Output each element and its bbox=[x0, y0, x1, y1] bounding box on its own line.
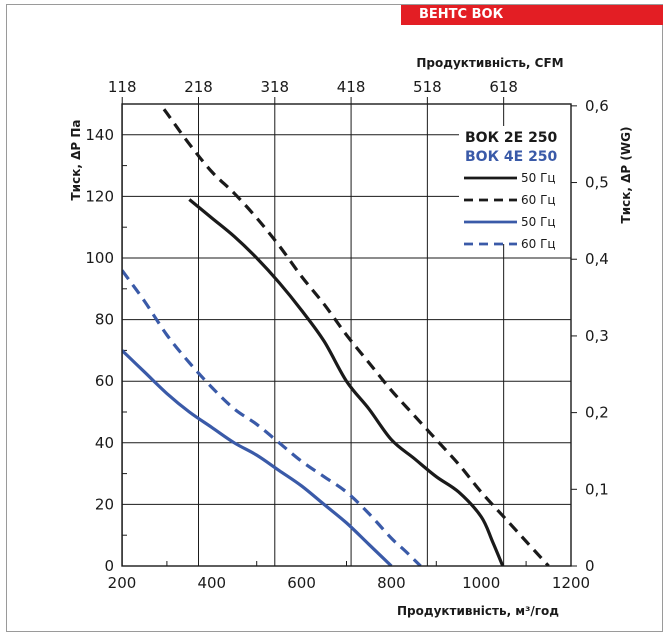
y-tick-label: 0 bbox=[104, 557, 114, 575]
y2-tick-label: 0,6 bbox=[585, 97, 609, 115]
y2-tick-label: 0,5 bbox=[585, 174, 609, 192]
y2-tick-label: 0,2 bbox=[585, 404, 609, 422]
y-tick-label: 100 bbox=[85, 249, 114, 267]
legend-background bbox=[459, 126, 571, 244]
legend-entry: 60 Гц bbox=[521, 193, 556, 207]
plot-border bbox=[121, 103, 572, 567]
x2-tick-label: 118 bbox=[108, 78, 137, 96]
y-tick-label: 120 bbox=[85, 187, 114, 205]
series-line-3 bbox=[122, 349, 393, 566]
legend-title: ВОК 2Е 250 bbox=[465, 130, 558, 146]
y-tick-label: 80 bbox=[95, 311, 114, 329]
x-tick-label: 200 bbox=[108, 574, 137, 592]
y-tick-label: 40 bbox=[95, 434, 114, 452]
y2-axis-label: Тиск, ΔР (WG) bbox=[619, 127, 633, 224]
x2-tick-label: 318 bbox=[260, 78, 289, 96]
y-tick-label: 20 bbox=[95, 495, 114, 513]
y2-tick-label: 0,1 bbox=[585, 480, 609, 498]
x-axis-label: Продуктивність, м³/год bbox=[397, 604, 559, 618]
brand-banner: ВЕНТС ВОК bbox=[401, 5, 663, 25]
y-tick-label: 60 bbox=[95, 372, 114, 390]
series-group bbox=[122, 104, 550, 566]
series-line-2 bbox=[158, 104, 550, 566]
x-tick-label: 1200 bbox=[552, 574, 590, 592]
x-tick-label: 800 bbox=[377, 574, 406, 592]
y2-tick-label: 0,4 bbox=[585, 250, 609, 268]
series-line-4 bbox=[122, 269, 422, 566]
x2-tick-label: 518 bbox=[413, 78, 442, 96]
x-tick-label: 400 bbox=[197, 574, 226, 592]
series-line-1 bbox=[188, 198, 505, 566]
legend-entry: 50 Гц bbox=[521, 171, 556, 185]
chart-frame bbox=[6, 4, 663, 632]
y2-tick-label: 0,3 bbox=[585, 327, 609, 345]
legend: ВОК 2Е 250 ВОК 4Е 250 50 Гц 60 Гц 50 Гц 60 Гц bbox=[464, 130, 558, 251]
tick-labels: 0 20 40 60 80 100 120 140 118 218 318 418 518 618 200 4… bbox=[85, 78, 609, 592]
y-axis-label: Тиск, ΔР Па bbox=[69, 120, 83, 201]
y2-tick-label: 0 bbox=[585, 557, 595, 575]
x2-tick-label: 618 bbox=[489, 78, 518, 96]
x-tick-label: 1000 bbox=[462, 574, 500, 592]
x-tick-label: 600 bbox=[287, 574, 316, 592]
legend-entry: 50 Гц bbox=[521, 215, 556, 229]
x2-axis-label: Продуктивність, CFM bbox=[416, 56, 563, 70]
y-tick-label: 140 bbox=[85, 126, 114, 144]
legend-entry: 60 Гц bbox=[521, 237, 556, 251]
x2-tick-label: 418 bbox=[337, 78, 366, 96]
legend-title: ВОК 4Е 250 bbox=[465, 149, 558, 165]
x2-tick-label: 218 bbox=[184, 78, 213, 96]
